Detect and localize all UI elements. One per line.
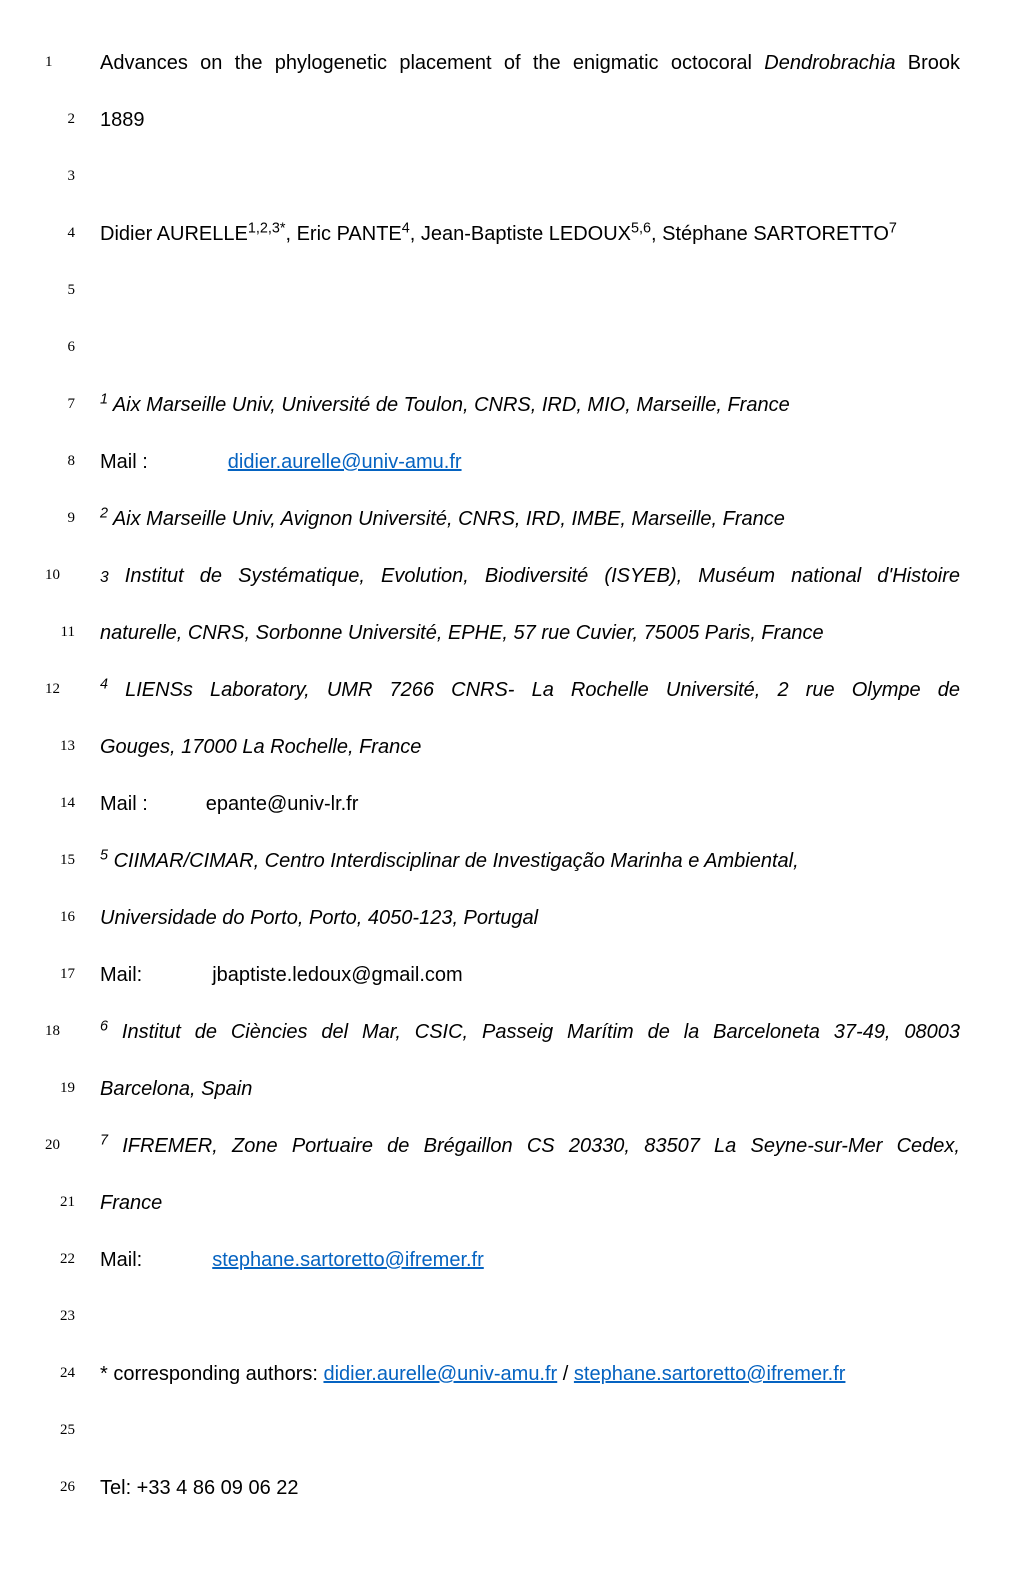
- affil-sup: 5,6: [631, 220, 651, 236]
- text: * corresponding authors:: [100, 1363, 323, 1385]
- mail-label: Mail :: [100, 793, 148, 815]
- blank-line: 23: [100, 1304, 960, 1331]
- line-number: 21: [45, 1192, 75, 1212]
- corresponding-line: 24 * corresponding authors: didier.aurel…: [100, 1361, 960, 1388]
- affil-text: IFREMER, Zone Portuaire de Brégaillon CS…: [108, 1135, 960, 1157]
- line-number: 24: [45, 1363, 75, 1383]
- line-number: 4: [45, 223, 75, 243]
- mail-line: 14 Mail :epante@univ-lr.fr: [100, 791, 960, 818]
- affil-sup: 7: [889, 220, 897, 236]
- mail-label: Mail:: [100, 964, 142, 986]
- tel-line: 26 Tel: +33 4 86 09 06 22: [100, 1475, 960, 1502]
- affil-text: naturelle, CNRS, Sorbonne Université, EP…: [100, 622, 824, 644]
- text: Brook: [895, 52, 960, 74]
- affil-text: France: [100, 1192, 162, 1214]
- line-number: 10: [45, 565, 75, 585]
- text: 1889: [100, 109, 145, 131]
- author: Didier AURELLE: [100, 223, 248, 245]
- para-line-2: 2 1889: [100, 107, 960, 134]
- affil-text: Gouges, 17000 La Rochelle, France: [100, 736, 421, 758]
- taxon-name: Dendrobrachia: [764, 52, 895, 74]
- affil-text: Institut de Systématique, Evolution, Bio…: [109, 565, 960, 587]
- affiliation-line: 9 2 Aix Marseille Univ, Avignon Universi…: [100, 506, 960, 533]
- line-number: 20: [45, 1135, 75, 1155]
- mail-text: jbaptiste.ledoux@gmail.com: [212, 964, 462, 986]
- line-number: 6: [45, 337, 75, 357]
- affil-sup: 4: [100, 676, 108, 692]
- affil-text: Institut de Ciències del Mar, CSIC, Pass…: [108, 1021, 960, 1043]
- line-number: 2: [45, 109, 75, 129]
- line-number: 7: [45, 394, 75, 414]
- affiliation-line: 20 7 IFREMER, Zone Portuaire de Brégaill…: [100, 1133, 960, 1160]
- affiliation-line: 19 Barcelona, Spain: [100, 1076, 960, 1103]
- line-number: 23: [45, 1306, 75, 1326]
- line-number: 15: [45, 850, 75, 870]
- line-number: 14: [45, 793, 75, 813]
- affil-sup: 1: [100, 391, 108, 407]
- affiliation-line: 16 Universidade do Porto, Porto, 4050-12…: [100, 905, 960, 932]
- affil-text: Aix Marseille Univ, Avignon Université, …: [108, 508, 785, 530]
- mail-line: 22 Mail:stephane.sartoretto@ifremer.fr: [100, 1247, 960, 1274]
- author: , Stéphane SARTORETTO: [651, 223, 889, 245]
- affil-text: CIIMAR/CIMAR, Centro Interdisciplinar de…: [108, 850, 799, 872]
- line-number: 8: [45, 451, 75, 471]
- mail-link[interactable]: didier.aurelle@univ-amu.fr: [228, 451, 462, 473]
- mail-label: Mail :: [100, 451, 148, 473]
- authors-line: 4 Didier AURELLE1,2,3*, Eric PANTE4, Jea…: [100, 221, 960, 248]
- affil-sup-inline: 3: [100, 569, 109, 586]
- affiliation-line: 11 naturelle, CNRS, Sorbonne Université,…: [100, 620, 960, 647]
- line-number: 1: [45, 52, 75, 72]
- affil-sup: 5: [100, 847, 108, 863]
- line-number: 13: [45, 736, 75, 756]
- affil-text: Universidade do Porto, Porto, 4050-123, …: [100, 907, 538, 929]
- affiliation-line: 7 1 Aix Marseille Univ, Université de To…: [100, 392, 960, 419]
- mail-link[interactable]: stephane.sartoretto@ifremer.fr: [212, 1249, 484, 1271]
- line-number: 12: [45, 679, 75, 699]
- affiliation-line: 15 5 CIIMAR/CIMAR, Centro Interdisciplin…: [100, 848, 960, 875]
- blank-line: 5: [100, 278, 960, 305]
- line-number: 26: [45, 1477, 75, 1497]
- text: /: [557, 1363, 574, 1385]
- blank-line: 3: [100, 164, 960, 191]
- affil-sup: 7: [100, 1132, 108, 1148]
- author: , Eric PANTE: [285, 223, 401, 245]
- mail-line: 8 Mail :didier.aurelle@univ-amu.fr: [100, 449, 960, 476]
- line-number: 5: [45, 280, 75, 300]
- affil-sup: 6: [100, 1018, 108, 1034]
- affil-sup: 4: [402, 220, 410, 236]
- line-number: 17: [45, 964, 75, 984]
- mail-line: 17 Mail:jbaptiste.ledoux@gmail.com: [100, 962, 960, 989]
- mail-label: Mail:: [100, 1249, 142, 1271]
- affiliation-line: 13 Gouges, 17000 La Rochelle, France: [100, 734, 960, 761]
- blank-line: 6: [100, 335, 960, 362]
- line-number: 9: [45, 508, 75, 528]
- affil-text: Barcelona, Spain: [100, 1078, 252, 1100]
- affiliation-line: 10 3 Institut de Systématique, Evolution…: [100, 563, 960, 590]
- author: , Jean-Baptiste LEDOUX: [410, 223, 631, 245]
- mail-text: epante@univ-lr.fr: [206, 793, 359, 815]
- line-number: 11: [45, 622, 75, 642]
- affiliation-line: 21 France: [100, 1190, 960, 1217]
- affiliation-line: 12 4 LIENSs Laboratory, UMR 7266 CNRS- L…: [100, 677, 960, 704]
- text: Tel: +33 4 86 09 06 22: [100, 1477, 299, 1499]
- line-number: 16: [45, 907, 75, 927]
- blank-line: 25: [100, 1418, 960, 1445]
- line-number: 25: [45, 1420, 75, 1440]
- affil-text: LIENSs Laboratory, UMR 7266 CNRS- La Roc…: [108, 679, 960, 701]
- affiliation-line: 18 6 Institut de Ciències del Mar, CSIC,…: [100, 1019, 960, 1046]
- line-number: 19: [45, 1078, 75, 1098]
- mail-link[interactable]: stephane.sartoretto@ifremer.fr: [574, 1363, 846, 1385]
- text: Advances on the phylogenetic placement o…: [100, 52, 764, 74]
- para-line-1: 1 Advances on the phylogenetic placement…: [100, 50, 960, 77]
- line-number: 18: [45, 1021, 75, 1041]
- affil-text: Aix Marseille Univ, Université de Toulon…: [108, 394, 790, 416]
- mail-link[interactable]: didier.aurelle@univ-amu.fr: [323, 1363, 557, 1385]
- affil-sup: 1,2,3*: [248, 220, 286, 236]
- line-number: 22: [45, 1249, 75, 1269]
- affil-sup: 2: [100, 505, 108, 521]
- line-number: 3: [45, 166, 75, 186]
